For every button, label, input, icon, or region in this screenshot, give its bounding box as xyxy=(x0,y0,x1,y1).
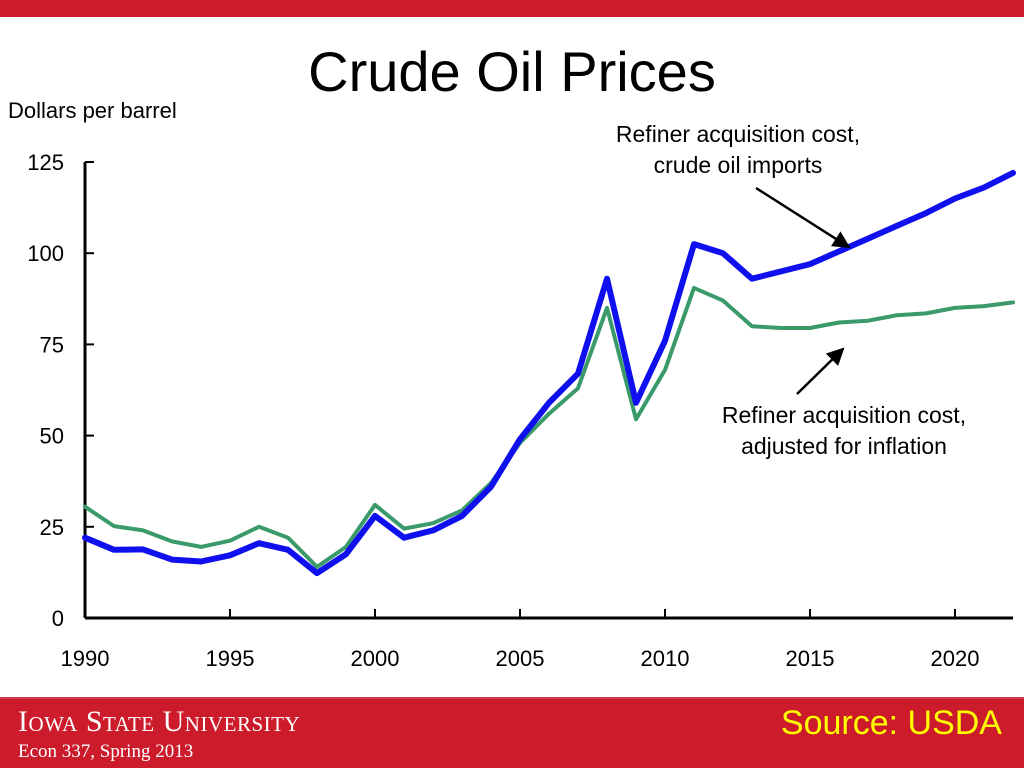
annotation-nominal-arrow xyxy=(755,186,851,249)
y-axis-label: Dollars per barrel xyxy=(8,98,177,123)
y-tick-label: 50 xyxy=(40,424,64,449)
footer-divider xyxy=(0,697,1024,699)
y-tick-label: 100 xyxy=(27,241,64,266)
source-label: Source: USDA xyxy=(780,704,1002,742)
y-tick-label: 25 xyxy=(40,515,64,540)
annotation-real-arrow xyxy=(796,347,845,395)
x-tick-label: 1995 xyxy=(206,646,255,671)
crude-oil-price-chart: 0 25 50 75 100 125 1990 1995 2000 2005 2010 2015 202… xyxy=(8,98,1016,671)
annotation-real-label: Refiner acquisition cost, xyxy=(722,402,966,428)
x-tick-label: 1990 xyxy=(61,646,110,671)
top-accent-bar xyxy=(0,0,1024,17)
x-tick-label: 2005 xyxy=(496,646,545,671)
series-line-inflation-adjusted xyxy=(83,285,1015,569)
x-tick-label: 2010 xyxy=(641,646,690,671)
y-tick-label: 75 xyxy=(40,332,64,357)
x-tick-label: 2020 xyxy=(931,646,980,671)
series-line-crude-oil-imports xyxy=(82,169,1016,577)
x-tick-label: 2015 xyxy=(786,646,835,671)
slide-title: Crude Oil Prices xyxy=(308,40,716,103)
annotation-real-label: adjusted for inflation xyxy=(741,433,947,459)
university-wordmark: Iowa State University xyxy=(18,705,301,738)
footer-bar: Iowa State University Econ 337, Spring 2… xyxy=(0,697,1024,768)
annotation-nominal-label: crude oil imports xyxy=(654,152,823,178)
y-tick-label: 0 xyxy=(52,606,64,631)
annotation-nominal-label: Refiner acquisition cost, xyxy=(616,121,860,147)
course-label: Econ 337, Spring 2013 xyxy=(18,741,194,762)
x-tick-label: 2000 xyxy=(351,646,400,671)
y-tick-label: 125 xyxy=(27,150,64,175)
